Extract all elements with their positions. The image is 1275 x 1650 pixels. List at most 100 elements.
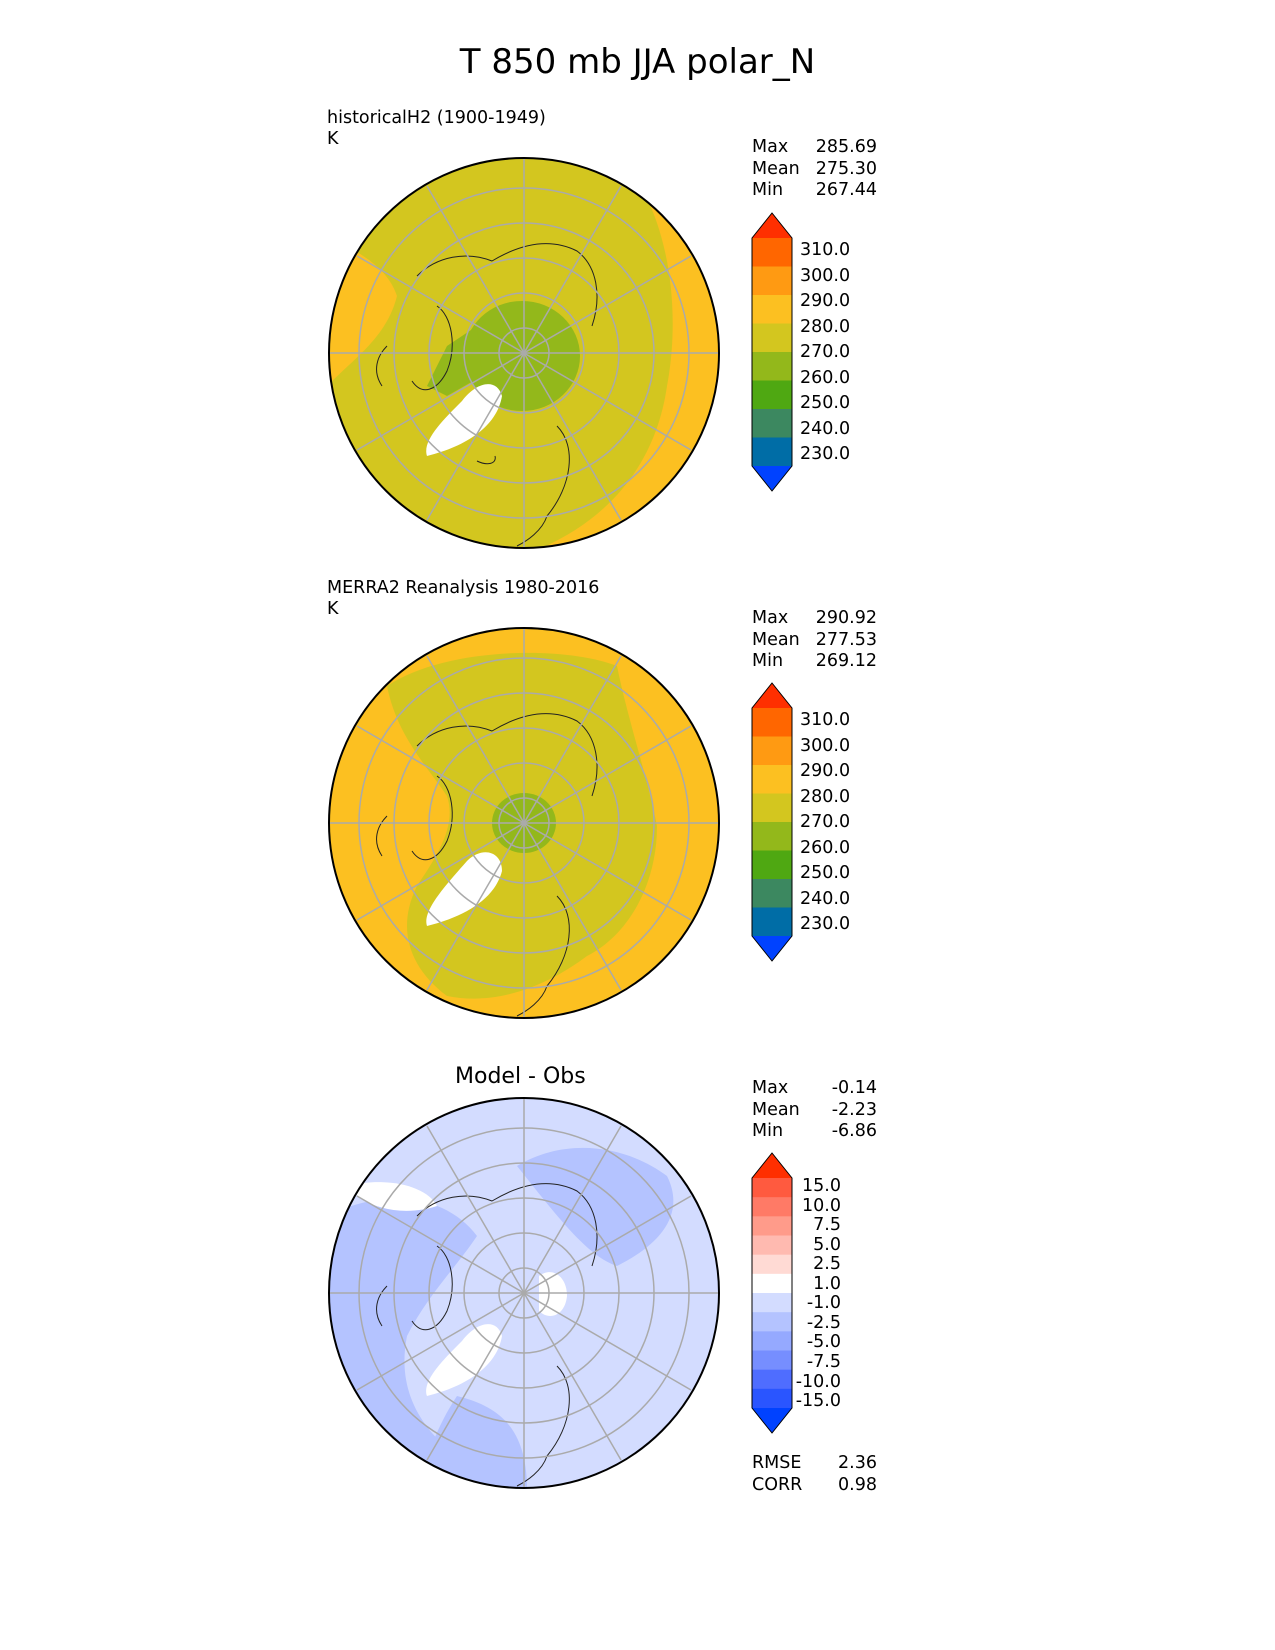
map-reference-graticule [329, 628, 719, 1018]
map-difference [328, 1097, 720, 1489]
colorbar-segment [752, 1293, 792, 1313]
stat-max: Max -0.14 [752, 1078, 877, 1098]
map-model-coastlines [376, 243, 598, 547]
stat-min: Min 269.12 [752, 651, 877, 671]
colorbar-outline [751, 1152, 793, 1434]
panel-difference-stats: Max -0.14 Mean -2.23 Min -6.86 [752, 1078, 877, 1143]
map-difference-greenland [426, 1324, 502, 1396]
stat-max: Max 285.69 [752, 137, 877, 157]
colorbar-reference-tick: 290.0 [800, 761, 851, 781]
colorbar-model-tick: 230.0 [800, 444, 851, 464]
colorbar-segment [752, 907, 792, 937]
colorbar-segment [752, 295, 792, 325]
colorbar-difference-tick: 2.5 [813, 1254, 841, 1274]
colorbar-segment [752, 1216, 792, 1237]
colorbar-segment [752, 437, 792, 467]
colorbar-segment [752, 409, 792, 439]
colorbar-reference-tick: 260.0 [800, 838, 851, 858]
panel-reference-units: K [327, 599, 339, 619]
colorbar-segment [752, 879, 792, 909]
colorbar-segment [752, 466, 792, 491]
colorbar-segment [752, 380, 792, 410]
panel-model-title-text: historicalH2 (1900-1949) [327, 108, 546, 128]
colorbar-segment [752, 1235, 792, 1256]
colorbar-segment [752, 793, 792, 823]
colorbar-segment [752, 765, 792, 795]
colorbar-segment [752, 238, 792, 268]
colorbar-segment [752, 266, 792, 296]
colorbar-segment [752, 323, 792, 353]
colorbar-segment [752, 1388, 792, 1409]
colorbar-model-tick: 260.0 [800, 368, 851, 388]
colorbar-difference-tick: -7.5 [806, 1352, 841, 1372]
map-difference-graticule [329, 1098, 719, 1488]
colorbar-model [751, 212, 793, 492]
panel-model-units: K [327, 129, 339, 149]
colorbar-reference-tick: 250.0 [800, 863, 851, 883]
map-difference-white-nw [347, 1182, 437, 1211]
colorbar-difference-tick: 5.0 [813, 1235, 841, 1255]
colorbar-model-tick: 300.0 [800, 266, 851, 286]
colorbar-difference-tick: -15.0 [795, 1391, 841, 1411]
colorbar-outline [751, 212, 793, 492]
colorbar-segment [752, 1369, 792, 1390]
map-difference-band-east [517, 1147, 674, 1266]
map-reference-coastlines [376, 713, 598, 1017]
panel-reference-title: MERRA2 Reanalysis 1980-2016 K [327, 578, 599, 620]
colorbar-model-tick: 310.0 [800, 240, 851, 260]
colorbar-difference-tick: -5.0 [806, 1332, 841, 1352]
colorbar-segment [752, 1312, 792, 1332]
colorbar-segment [752, 1273, 792, 1294]
map-model-greenland [426, 384, 502, 456]
panel-reference-stats: Max 290.92 Mean 277.53 Min 269.12 [752, 608, 877, 673]
colorbar-segment [752, 1178, 792, 1198]
colorbar-model-tick: 280.0 [800, 317, 851, 337]
stat-max: Max 290.92 [752, 608, 877, 628]
stat-mean: Mean -2.23 [752, 1099, 877, 1120]
stat-min: Min 267.44 [752, 180, 877, 200]
colorbar-reference [751, 682, 793, 962]
panel-model-stats: Max 285.69 Mean 275.30 Min 267.44 [752, 137, 877, 202]
colorbar-difference-tick: -1.0 [806, 1293, 841, 1313]
colorbar-reference-tick: 230.0 [800, 914, 851, 934]
colorbar-segment [752, 213, 792, 238]
colorbar-reference-tick: 300.0 [800, 736, 851, 756]
map-difference-band-south [417, 1396, 527, 1488]
colorbar-segment [752, 1408, 792, 1433]
map-model [328, 157, 720, 549]
stat-min: Min -6.86 [752, 1121, 877, 1141]
colorbar-reference-tick: 240.0 [800, 889, 851, 909]
colorbar-model-tick: 290.0 [800, 291, 851, 311]
colorbar-segment [752, 1331, 792, 1352]
panel-reference-title-text: MERRA2 Reanalysis 1980-2016 [327, 578, 600, 598]
colorbar-difference [751, 1152, 793, 1434]
colorbar-segment [752, 736, 792, 766]
colorbar-difference-tick: -10.0 [795, 1372, 841, 1392]
stat-mean: Mean 275.30 [752, 158, 877, 179]
metric-corr: CORR 0.98 [752, 1474, 877, 1495]
colorbar-segment [752, 683, 792, 708]
colorbar-difference-tick: 15.0 [802, 1176, 841, 1196]
map-reference [328, 627, 720, 1019]
colorbar-model-tick: 270.0 [800, 342, 851, 362]
panel-difference-metrics: RMSE 2.36 CORR 0.98 [752, 1453, 877, 1496]
colorbar-difference-tick: 10.0 [802, 1196, 841, 1216]
colorbar-segment [752, 708, 792, 738]
colorbar-outline [751, 682, 793, 962]
colorbar-reference-tick: 310.0 [800, 710, 851, 730]
stat-mean: Mean 277.53 [752, 629, 877, 650]
colorbar-segment [752, 1197, 792, 1217]
colorbar-segment [752, 1350, 792, 1371]
colorbar-difference-tick: -2.5 [806, 1313, 841, 1333]
colorbar-segment [752, 1153, 792, 1178]
map-model-cold-arm [427, 326, 482, 396]
colorbar-model-tick: 250.0 [800, 393, 851, 413]
map-model-graticule [329, 158, 719, 548]
panel-difference-title: Model - Obs [455, 1064, 586, 1089]
colorbar-segment [752, 352, 792, 382]
colorbar-reference-tick: 280.0 [800, 787, 851, 807]
figure-title: T 850 mb JJA polar_N [459, 42, 816, 82]
colorbar-difference-tick: 7.5 [813, 1215, 841, 1235]
map-difference-coastlines [376, 1183, 598, 1487]
colorbar-segment [752, 822, 792, 852]
